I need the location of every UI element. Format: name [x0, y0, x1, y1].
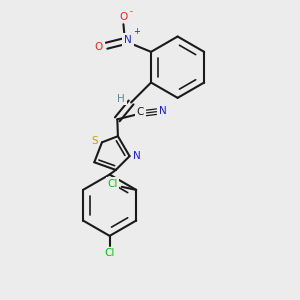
Text: O: O: [119, 12, 128, 22]
Text: Cl: Cl: [107, 179, 118, 189]
Text: H: H: [117, 94, 125, 104]
Text: O: O: [95, 42, 103, 52]
Text: +: +: [133, 27, 140, 36]
Text: S: S: [91, 136, 98, 146]
Text: -: -: [130, 8, 133, 16]
Text: N: N: [124, 34, 132, 45]
Text: Cl: Cl: [104, 248, 115, 258]
Text: C: C: [136, 107, 144, 117]
Text: N: N: [159, 106, 167, 116]
Text: N: N: [134, 151, 141, 160]
